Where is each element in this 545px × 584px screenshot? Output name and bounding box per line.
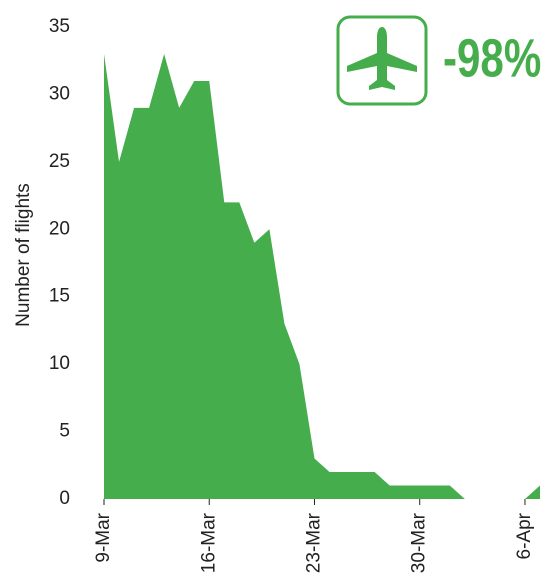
x-tick-label: 16-Mar (198, 512, 219, 573)
area (104, 53, 540, 499)
x-tick-label: 9-Mar (93, 512, 114, 562)
x-tick-label: 6-Apr (514, 512, 535, 559)
y-axis-label: Number of flights (13, 183, 34, 327)
plane-icon (336, 15, 428, 106)
y-tick-label: 20 (49, 218, 70, 239)
y-tick-label: 30 (49, 83, 70, 104)
x-tick-label: 23-Mar (303, 512, 324, 573)
x-tick-label: 30-Mar (409, 512, 430, 573)
y-tick-label: 15 (49, 286, 70, 307)
y-tick-label: 35 (49, 16, 70, 37)
y-tick-label: 10 (49, 353, 70, 374)
plane (347, 27, 417, 90)
annotation: -98% (443, 28, 541, 88)
y-tick-label: 5 (59, 421, 70, 442)
y-tick-label: 0 (59, 488, 70, 509)
y-tick-label: 25 (49, 151, 70, 172)
